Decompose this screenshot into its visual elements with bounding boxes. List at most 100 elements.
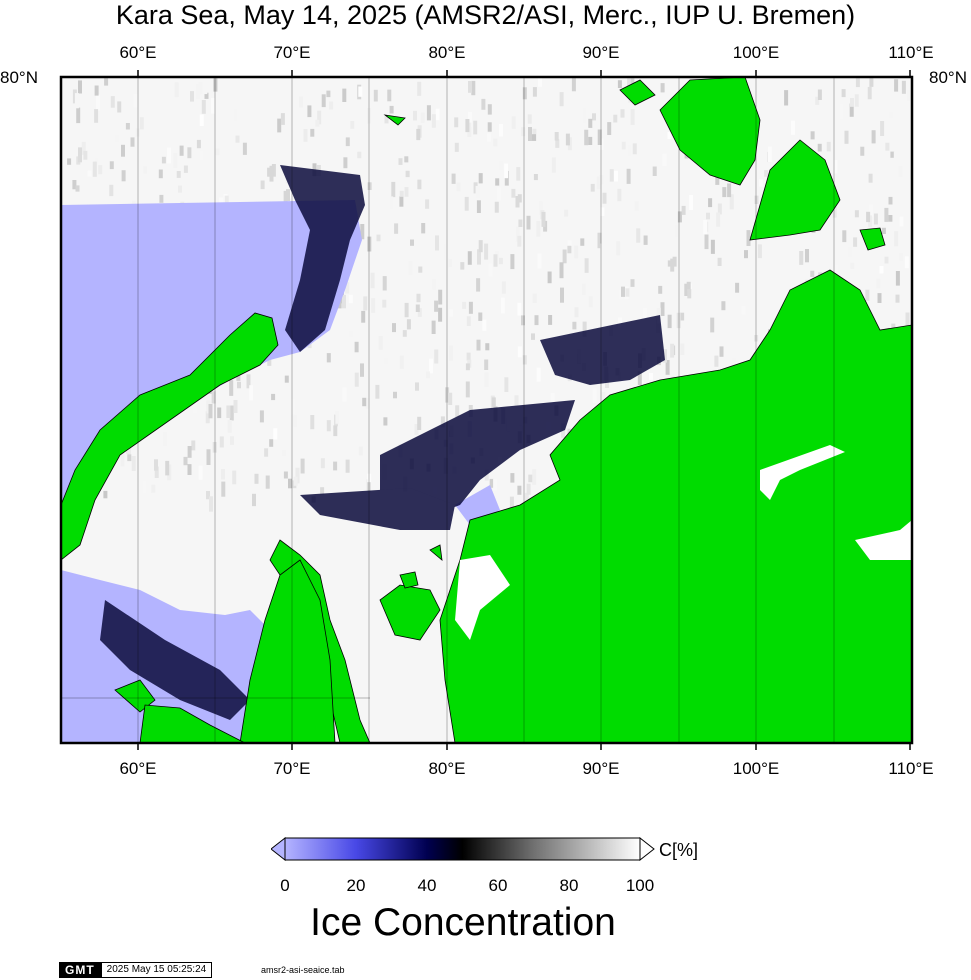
ice-pixel [588, 296, 593, 308]
ice-pixel [517, 346, 522, 358]
ice-pixel [462, 301, 467, 309]
ice-pixel [192, 400, 197, 414]
lon-tick-top-100: 100°E [732, 43, 780, 62]
ice-pixel [421, 223, 426, 234]
ice-pixel [81, 141, 86, 155]
land-island-gydan [379, 584, 441, 641]
ice-pixel [431, 114, 436, 128]
ice-pixel [526, 483, 531, 495]
ice-pixel [500, 297, 505, 314]
ice-pixel [607, 122, 612, 135]
ice-pixel [614, 170, 619, 182]
ice-pixel [315, 119, 320, 127]
ice-pixel [265, 383, 270, 396]
colorbar-tick-60: 60 [488, 876, 508, 895]
ice-pixel [320, 458, 325, 469]
ice-pixel [471, 80, 476, 96]
ice-pixel [345, 282, 350, 294]
land-severnaya-zemlya [659, 77, 761, 186]
ice-pixel [348, 294, 353, 304]
ice-pixel [743, 322, 748, 337]
ice-pixel [468, 111, 473, 128]
ice-pixel [493, 478, 498, 491]
ice-pixel [703, 220, 708, 235]
ice-pixel [242, 142, 247, 155]
ice-pixel [373, 89, 378, 102]
ice-pixel [165, 460, 170, 476]
land-south-coast [139, 704, 246, 743]
ice-pixel [632, 143, 637, 155]
colorbar-tick-100: 100 [625, 876, 655, 895]
ice-pixel [438, 307, 443, 322]
ice-pixel [521, 127, 526, 137]
mid-ice-edge-yenisei [380, 400, 575, 520]
lon-tick-top-80: 80°E [428, 43, 466, 62]
ice-pixel [880, 121, 885, 136]
ice-pixel [454, 142, 459, 152]
ice-pixel [378, 336, 383, 350]
ice-pixel [307, 105, 312, 118]
ice-pixel [510, 254, 515, 270]
ice-pixel [233, 108, 238, 121]
ice-pixel [217, 407, 222, 419]
ice-pixel [715, 174, 720, 185]
ice-pixel [345, 459, 350, 473]
ice-pixel [426, 105, 431, 121]
ice-pixel [667, 314, 672, 329]
ice-pixel [548, 315, 553, 325]
gmt-logo: GMT [59, 962, 101, 978]
ice-pixel [454, 117, 459, 128]
ice-pixel [406, 319, 411, 330]
ice-pixel [415, 212, 420, 219]
ice-pixel [187, 464, 192, 475]
ice-pixel [449, 309, 454, 317]
ice-pixel [895, 294, 900, 303]
ice-pixel [658, 285, 663, 294]
ice-pixel [581, 283, 586, 295]
ice-pixel [660, 302, 665, 316]
ice-pixel [562, 249, 567, 264]
ice-pixel [293, 476, 298, 486]
ice-pixel [158, 169, 163, 179]
ice-pixel [326, 420, 331, 432]
ice-pixel [78, 147, 82, 163]
ice-pixel [143, 166, 148, 174]
ice-pixel [559, 92, 564, 107]
ice-pixel [597, 129, 602, 145]
ice-pixel [431, 320, 436, 334]
colorbar [271, 836, 655, 862]
ice-pixel [187, 147, 192, 159]
ice-pixel [476, 278, 481, 292]
ice-pixel [271, 164, 276, 177]
ice-pixel [832, 206, 837, 218]
land-vaygach [114, 679, 156, 713]
ice-pixel [215, 148, 220, 156]
land-island-small-1 [383, 114, 406, 126]
ice-pixel [735, 282, 740, 293]
ice-pixel [600, 243, 605, 251]
ice-pixel [404, 302, 409, 318]
ice-pixel [895, 271, 900, 286]
land-gydan-taimyr [439, 269, 912, 743]
ice-pixel [588, 136, 593, 145]
ice-pixel [476, 200, 481, 213]
land-island-small-4 [399, 571, 419, 589]
ice-pixel [844, 130, 849, 144]
ice-pixel [487, 133, 491, 142]
ice-pixel [649, 373, 653, 380]
ice-pixel [78, 80, 82, 94]
ice-pixel [574, 307, 579, 318]
ice-pixel [758, 179, 763, 187]
ice-pixel [865, 289, 870, 301]
ice-pixel [174, 82, 179, 98]
ice-pixel [484, 372, 489, 388]
ice-pixel [317, 110, 322, 125]
ice-pixel [417, 179, 422, 190]
ice-pixel [528, 474, 533, 483]
ice-pixel [277, 118, 282, 133]
ice-pixel [482, 319, 487, 331]
ice-pixel [398, 158, 403, 165]
ice-pixel [582, 321, 587, 337]
ice-pixel [517, 485, 522, 495]
ice-pixel [805, 249, 809, 263]
